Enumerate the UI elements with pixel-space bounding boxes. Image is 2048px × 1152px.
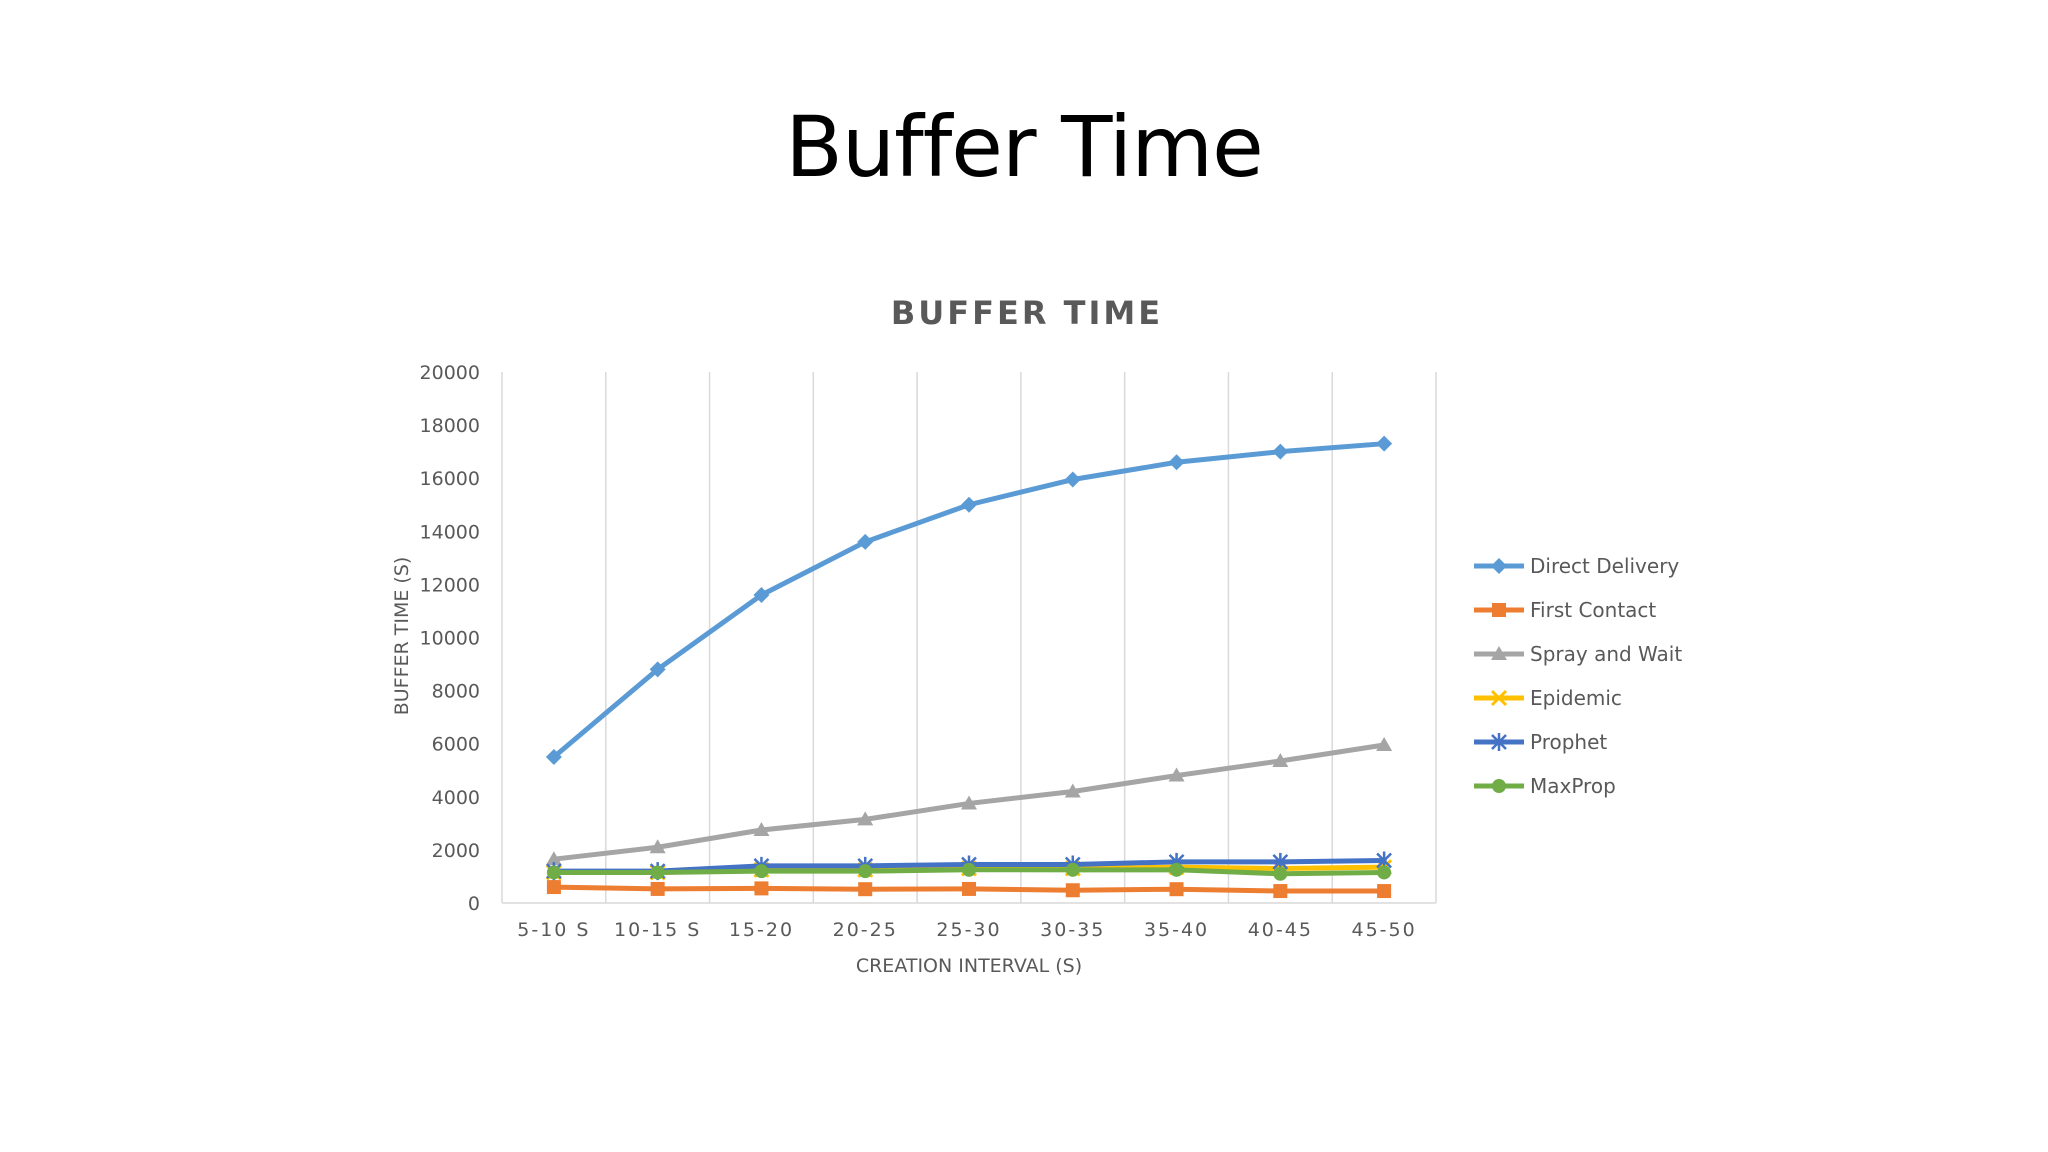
- y-tick-label: 4000: [432, 787, 480, 809]
- data-point: [649, 839, 666, 854]
- y-tick-label: 14000: [420, 521, 480, 543]
- series-maxprop: [546, 862, 1392, 881]
- data-point: [754, 881, 769, 896]
- x-axis-title: CREATION INTERVAL (S): [856, 955, 1082, 977]
- data-point: [753, 587, 770, 604]
- legend-marker: [1491, 733, 1507, 751]
- legend-item: Spray and Wait: [1474, 642, 1682, 666]
- data-point: [545, 851, 562, 866]
- legend-item: First Contact: [1474, 598, 1656, 622]
- series-first-contact: [546, 880, 1392, 899]
- y-tick-label: 8000: [432, 681, 480, 703]
- data-point: [546, 865, 561, 880]
- x-axis-ticks: 5-10 S 10-15 S 15-20 20-25 25-30 30-35 35-40 40…: [517, 919, 1417, 941]
- y-tick-label: 12000: [420, 574, 480, 596]
- data-point: [858, 864, 873, 879]
- data-point: [1064, 471, 1081, 488]
- data-point: [650, 865, 665, 880]
- data-point: [1377, 865, 1392, 880]
- data-point: [1064, 783, 1081, 798]
- data-point: [545, 748, 562, 765]
- data-point: [1169, 862, 1184, 877]
- legend-item: MaxProp: [1474, 774, 1616, 798]
- data-point: [1065, 862, 1080, 877]
- data-point: [754, 864, 769, 879]
- data-point: [1273, 884, 1288, 899]
- legend-marker: [1491, 558, 1507, 574]
- legend-label: First Contact: [1530, 598, 1656, 622]
- data-point: [1168, 454, 1185, 471]
- x-tick-label: 15-20: [729, 919, 794, 941]
- data-point: [1272, 443, 1289, 460]
- legend-marker: [1491, 646, 1507, 660]
- data-point: [857, 811, 874, 826]
- data-point: [1376, 435, 1393, 452]
- data-point: [1377, 884, 1392, 899]
- x-tick-label: 25-30: [936, 919, 1001, 941]
- data-point: [962, 862, 976, 877]
- legend: Direct Delivery First Contact Spray and Wa…: [1474, 554, 1682, 798]
- legend-item: Direct Delivery: [1474, 554, 1679, 578]
- legend-label: Prophet: [1530, 730, 1607, 754]
- data-point: [650, 881, 665, 896]
- x-tick-label: 30-35: [1040, 919, 1105, 941]
- series-lines: [545, 435, 1393, 899]
- data-point: [649, 661, 666, 678]
- legend-label: Epidemic: [1530, 686, 1622, 710]
- x-tick-label: 10-15 S: [614, 919, 701, 941]
- x-tick-label: 45-50: [1352, 919, 1417, 941]
- series-line: [551, 441, 1387, 760]
- data-point: [1065, 883, 1080, 898]
- axes: [501, 372, 1436, 904]
- legend-marker: [1492, 779, 1506, 793]
- series-direct-delivery: [545, 435, 1393, 765]
- data-point: [1273, 866, 1288, 881]
- data-point: [546, 880, 561, 895]
- x-tick-label: 5-10 S: [517, 919, 590, 941]
- legend-marker: [1490, 689, 1508, 707]
- legend-item: Epidemic: [1474, 686, 1622, 710]
- y-axis-title: BUFFER TIME (S): [391, 557, 413, 716]
- grid-lines: [605, 372, 1437, 903]
- legend-item: Prophet: [1474, 730, 1607, 754]
- data-point: [1272, 752, 1289, 767]
- y-tick-label: 16000: [420, 468, 480, 490]
- data-point: [753, 821, 770, 836]
- legend-marker: [1492, 603, 1506, 617]
- chart-title: BUFFER TIME: [891, 294, 1163, 332]
- slide-title: Buffer Time: [785, 98, 1264, 196]
- legend-label: Direct Delivery: [1530, 554, 1679, 578]
- x-tick-label: 35-40: [1144, 919, 1209, 941]
- data-point: [857, 533, 874, 550]
- series-spray-and-wait: [545, 737, 1393, 866]
- y-tick-label: 6000: [432, 734, 480, 756]
- y-tick-label: 18000: [420, 415, 480, 437]
- data-point: [1169, 882, 1184, 897]
- y-tick-label: 10000: [420, 628, 480, 650]
- legend-label: Spray and Wait: [1530, 642, 1682, 666]
- y-tick-label: 20000: [420, 362, 480, 384]
- y-tick-label: 0: [468, 893, 480, 915]
- data-point: [1376, 737, 1393, 752]
- x-tick-label: 40-45: [1248, 919, 1313, 941]
- y-axis-ticks: 0 2000 4000 6000 8000 10000 12000 14000 16000 180…: [420, 362, 480, 915]
- data-point: [962, 881, 976, 896]
- x-tick-label: 20-25: [833, 919, 898, 941]
- data-point: [1168, 767, 1185, 782]
- legend-label: MaxProp: [1530, 774, 1616, 798]
- data-point: [961, 795, 977, 810]
- data-point: [858, 882, 873, 897]
- y-tick-label: 2000: [432, 840, 480, 862]
- data-point: [961, 496, 977, 513]
